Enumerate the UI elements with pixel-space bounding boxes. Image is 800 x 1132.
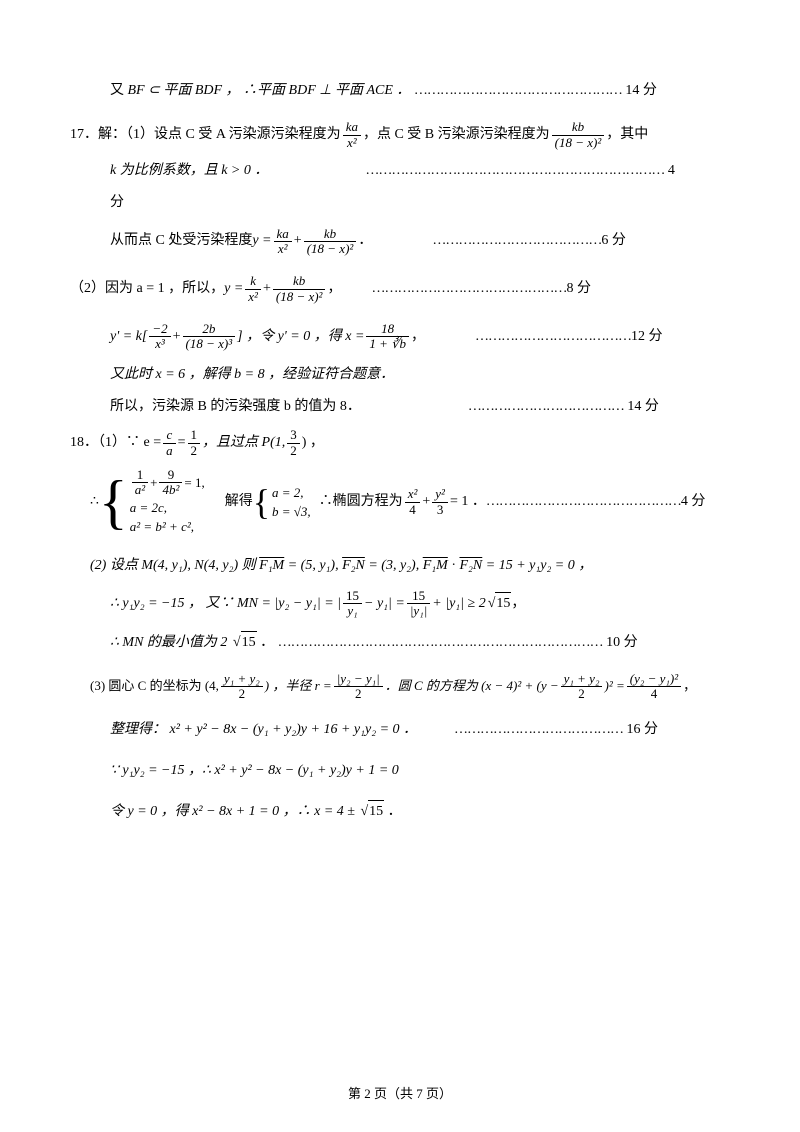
sqrt-icon: 15 <box>231 631 257 654</box>
q18-part1-line1: 18．（1）∵ e = ca = 12 ，且过点 P(1, 32 ) ， <box>60 428 740 458</box>
q18-simplify: 整理得： x² + y² − 8x − (y₁ + y₂)y + 16 + y₁… <box>60 719 740 741</box>
brace-icon: { <box>253 484 270 520</box>
q18-system: ∴ { 1a² + 94b² = 1, a = 2c, a² = b² + c²… <box>60 468 740 537</box>
q17-y-eq: 从而点 C 处受污染程度 y = kax² + kb(18 − x)² ． ……… <box>60 227 740 257</box>
q18-mn-min: ∴ MN 的最小值为 2 15 ． …………………………………………………………… <box>60 631 740 654</box>
q17-fen: 分 <box>60 192 740 214</box>
q17-x6: 又此时 x = 6 ，解得 b = 8 ，经验证符合题意． <box>60 364 740 386</box>
q17-k-coef: k 为比例系数，且 k > 0 ． …………………………………………………………… <box>60 160 740 182</box>
q18-y0: 令 y = 0 ，得 x² − 8x + 1 = 0 ，∴ x = 4 ± 15… <box>60 800 740 823</box>
sqrt-icon: 15 <box>486 592 512 615</box>
frac-kb-18x2: kb(18 − x)² <box>552 120 605 150</box>
frac-ka-x2: kax² <box>343 120 361 150</box>
q17-yprime: y' = k[ −2x³ + 2b(18 − x)³ ] ，令 y' = 0 ，… <box>60 322 740 352</box>
q17-b8: 所以，污染源 B 的污染强度 b 的值为 8． ……………………………… 14 … <box>60 396 740 418</box>
line-bf-plane: 又 BF ⊂ 平面 BDF ， ∴平面 BDF ⊥ 平面 ACE ． ……………… <box>60 80 740 102</box>
q17-part2-line1: （2）因为 a = 1 ，所以， y = kx² + kb(18 − x)² ，… <box>60 274 740 304</box>
q18-part3-circle: (3) 圆心 C 的坐标为 (4, y₁ + y₂2 ) ，半径 r = |y₂… <box>60 672 740 702</box>
sqrt-icon: 15 <box>358 800 384 823</box>
q18-sub: ∵ y₁y₂ = −15 ，∴ x² + y² − 8x − (y₁ + y₂)… <box>60 760 740 782</box>
brace-icon: { <box>99 472 128 532</box>
q18-part2-line1: (2) 设点 M(4, y₁), N(4, y₂) 则 F₁M = (5, y₁… <box>60 555 740 577</box>
q17-part1-line1: 17．解：（1）设点 C 受 A 污染源污染程度为 kax² ，点 C 受 B … <box>60 120 740 150</box>
page-footer: 第 2 页（共 7 页） <box>0 1083 800 1102</box>
q18-mn-ineq: ∴ y₁y₂ = −15 ， 又∵ MN = |y₂ − y₁| = | 15y… <box>60 589 740 619</box>
